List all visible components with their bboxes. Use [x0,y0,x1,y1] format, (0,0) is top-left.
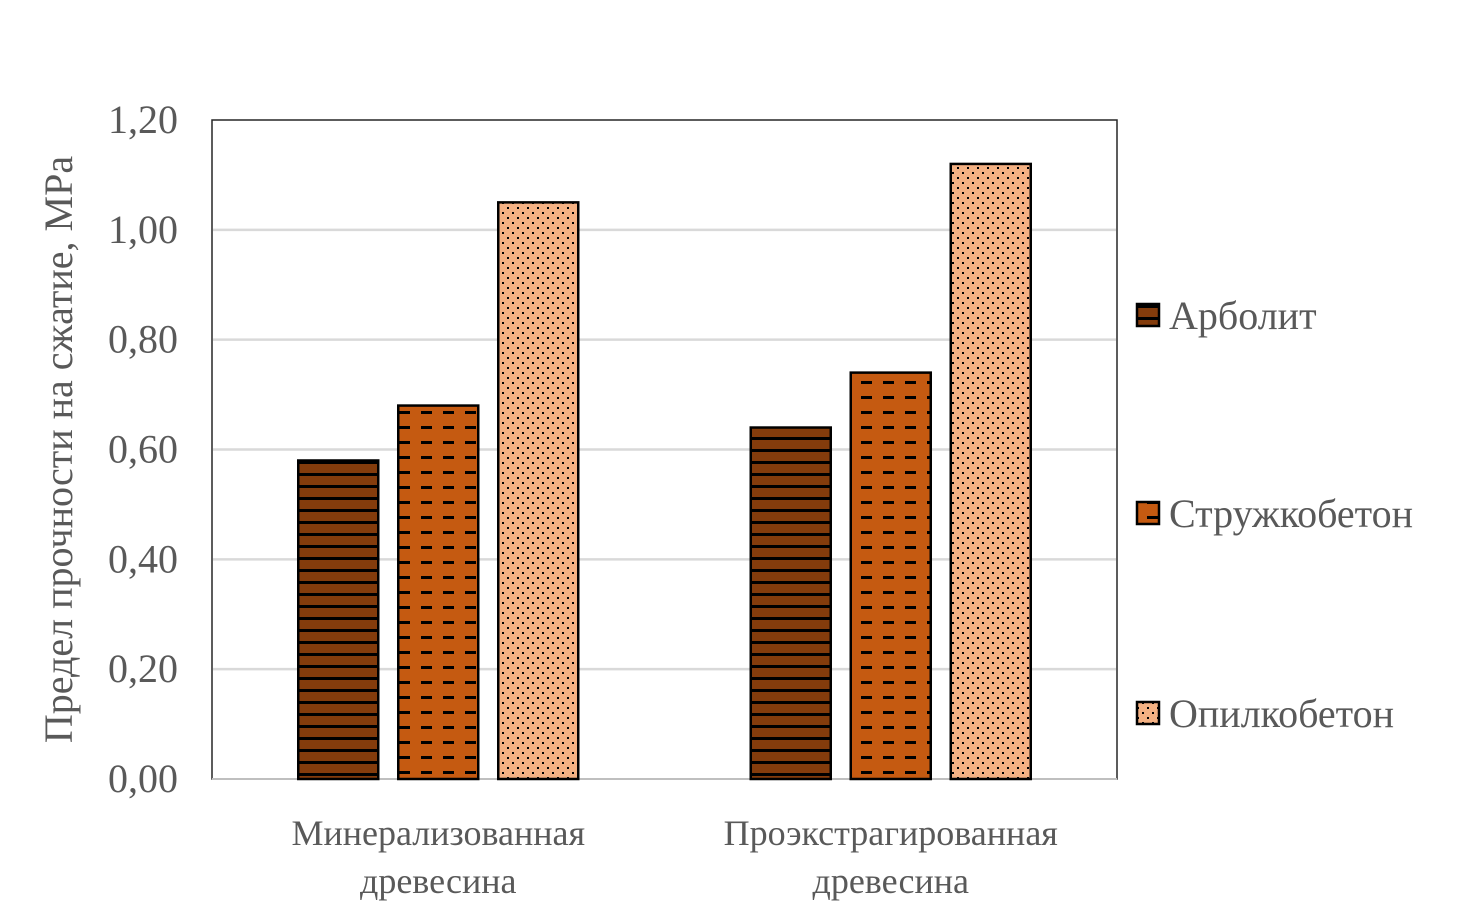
legend-label: Арболит [1169,293,1317,338]
bar-Стружкобетон-2 [849,371,932,781]
bar-Арболит-2 [749,426,832,781]
x-category-label: Проэкстрагированная [724,813,1058,853]
legend: Арболит Стружкобетон Опилкобетон [1135,293,1413,736]
legend-label: Опилкобетон [1169,691,1394,736]
bar-Стружкобетон-1 [397,404,480,781]
bar-Арболит-1 [297,459,380,781]
plot-area: 0,00 0,20 0,40 0,60 0,80 1,00 1,20 Предел прочн… [36,97,1118,901]
y-tick-label: 0,00 [108,756,178,801]
x-category-label: древесина [813,861,969,901]
y-tick-label: 0,60 [108,427,178,472]
bar-Опилкобетон-2 [949,162,1032,781]
x-category-label: Минерализованная [291,813,585,853]
x-category-label: древесина [360,861,516,901]
legend-swatch-Опилкобетон [1135,700,1161,726]
y-tick-label: 0,20 [108,646,178,691]
y-tick-label: 1,00 [108,207,178,252]
legend-swatch-Арболит [1135,302,1161,328]
legend-label: Стружкобетон [1169,491,1413,536]
y-tick-label: 1,20 [108,97,178,142]
bar-Опилкобетон-1 [497,201,580,781]
y-tick-label: 0,80 [108,317,178,362]
legend-swatch-Стружкобетон [1135,500,1161,526]
y-tick-label: 0,40 [108,536,178,581]
y-axis-title: Предел прочности на сжатие, МРа [36,156,81,743]
